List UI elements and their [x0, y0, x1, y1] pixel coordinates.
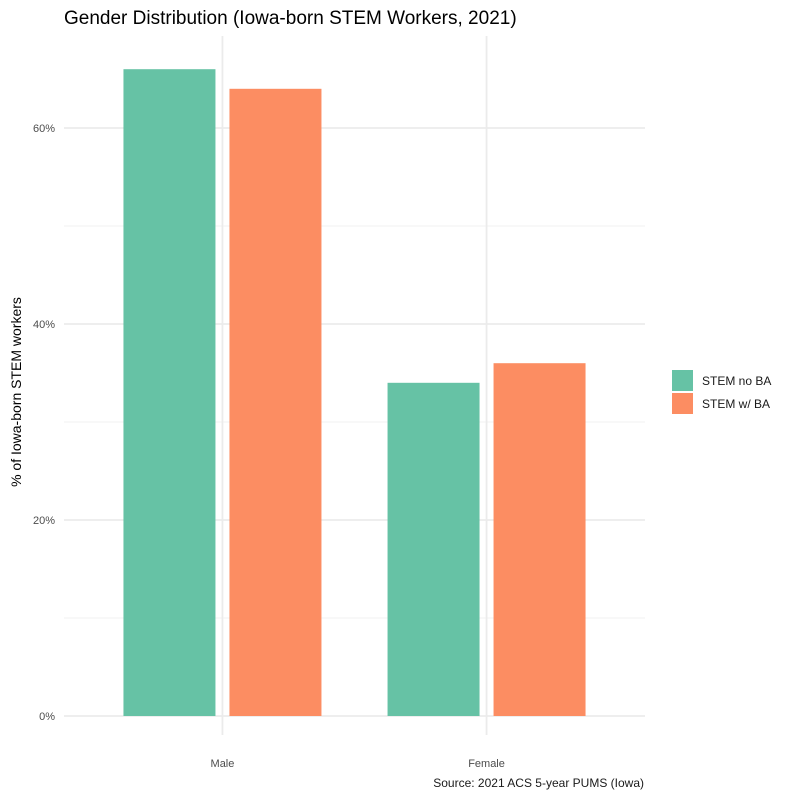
bar-stem-w-ba-female: [493, 363, 586, 716]
bars: [123, 69, 586, 717]
source-caption: Source: 2021 ACS 5-year PUMS (Iowa): [433, 776, 644, 790]
y-axis-ticks: 0% 20% 40% 60%: [33, 123, 55, 723]
bar-stem-no-ba-female: [387, 382, 480, 716]
x-tick-label-male: Male: [211, 758, 235, 770]
x-tick-label-female: Female: [468, 758, 505, 770]
bar-stem-w-ba-male: [229, 88, 322, 717]
y-tick-label: 40%: [33, 319, 55, 331]
legend-swatch-stem-no-ba: [672, 370, 693, 391]
legend-label-stem-w-ba: STEM w/ BA: [702, 397, 770, 411]
legend-swatch-stem-w-ba: [672, 393, 693, 414]
y-tick-label: 20%: [33, 515, 55, 527]
y-tick-label: 0%: [39, 711, 55, 723]
legend-label-stem-no-ba: STEM no BA: [702, 374, 771, 388]
chart-title: Gender Distribution (Iowa-born STEM Work…: [64, 8, 517, 29]
bar-stem-no-ba-male: [123, 69, 216, 716]
x-axis-ticks: Male Female: [211, 758, 505, 770]
y-axis-title: % of Iowa-born STEM workers: [8, 297, 24, 487]
legend: STEM no BA STEM w/ BA: [672, 370, 771, 414]
y-tick-label: 60%: [33, 123, 55, 135]
